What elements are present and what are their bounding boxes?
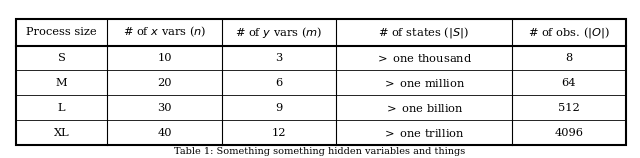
Text: 10: 10: [157, 53, 172, 63]
Text: $>$ one trillion: $>$ one trillion: [383, 127, 465, 139]
Text: 4096: 4096: [554, 128, 583, 138]
Text: # of $y$ vars ($m$): # of $y$ vars ($m$): [235, 25, 323, 40]
Text: 40: 40: [157, 128, 172, 138]
Text: 12: 12: [271, 128, 286, 138]
Text: 64: 64: [561, 78, 576, 88]
Text: XL: XL: [54, 128, 70, 138]
Text: 6: 6: [275, 78, 282, 88]
Text: # of $x$ vars ($n$): # of $x$ vars ($n$): [123, 25, 206, 40]
Text: # of states ($|S|$): # of states ($|S|$): [378, 25, 469, 40]
Text: S: S: [58, 53, 66, 63]
Text: 3: 3: [275, 53, 282, 63]
Text: # of obs. ($|O|$): # of obs. ($|O|$): [528, 25, 610, 40]
Text: 512: 512: [558, 103, 580, 113]
Text: $>$ one million: $>$ one million: [382, 77, 465, 89]
Text: 9: 9: [275, 103, 282, 113]
Bar: [16, 19, 626, 145]
Text: $>$ one billion: $>$ one billion: [384, 102, 463, 114]
Text: 30: 30: [157, 103, 172, 113]
Text: M: M: [56, 78, 67, 88]
Text: $>$ one thousand: $>$ one thousand: [375, 52, 472, 64]
Text: Table 1: Something something hidden variables and things: Table 1: Something something hidden vari…: [174, 147, 466, 156]
Text: 8: 8: [565, 53, 572, 63]
Text: Process size: Process size: [26, 27, 97, 37]
Text: 20: 20: [157, 78, 172, 88]
Text: L: L: [58, 103, 65, 113]
